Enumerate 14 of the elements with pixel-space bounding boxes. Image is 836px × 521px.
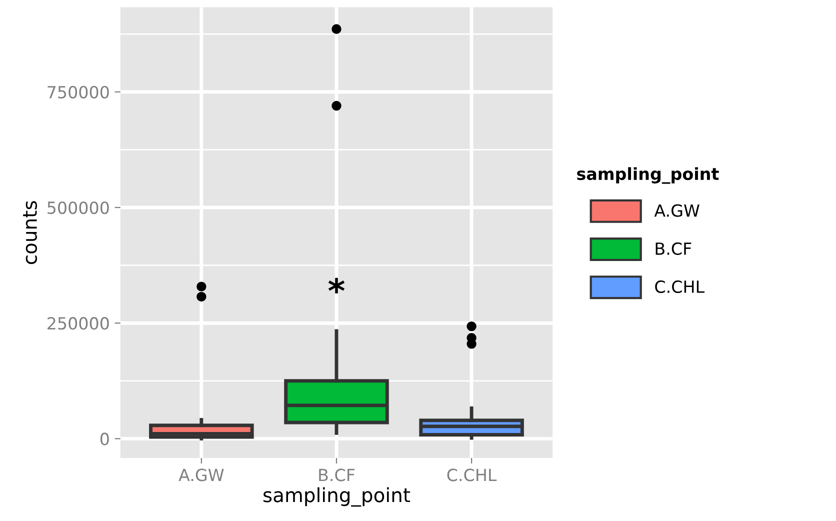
y-tick-label: 500000 — [48, 201, 109, 214]
legend-title: sampling_point — [577, 167, 719, 184]
legend-label: A.GW — [654, 204, 700, 217]
annotation: * — [328, 278, 345, 294]
y-tick-label: 750000 — [48, 86, 109, 98]
y-tick-label: 0 — [100, 432, 109, 446]
x-tick-label: B.CF — [319, 468, 354, 482]
y-tick-label: 250000 — [48, 317, 109, 330]
x-tick-label: A.GW — [178, 468, 224, 482]
x-tick-label: C.CHL — [447, 468, 497, 482]
legend-label: C.CHL — [655, 280, 704, 294]
legend-label: B.CF — [656, 242, 692, 255]
x-axis-title: sampling_point — [263, 487, 410, 507]
y-axis-title: counts — [23, 201, 38, 264]
